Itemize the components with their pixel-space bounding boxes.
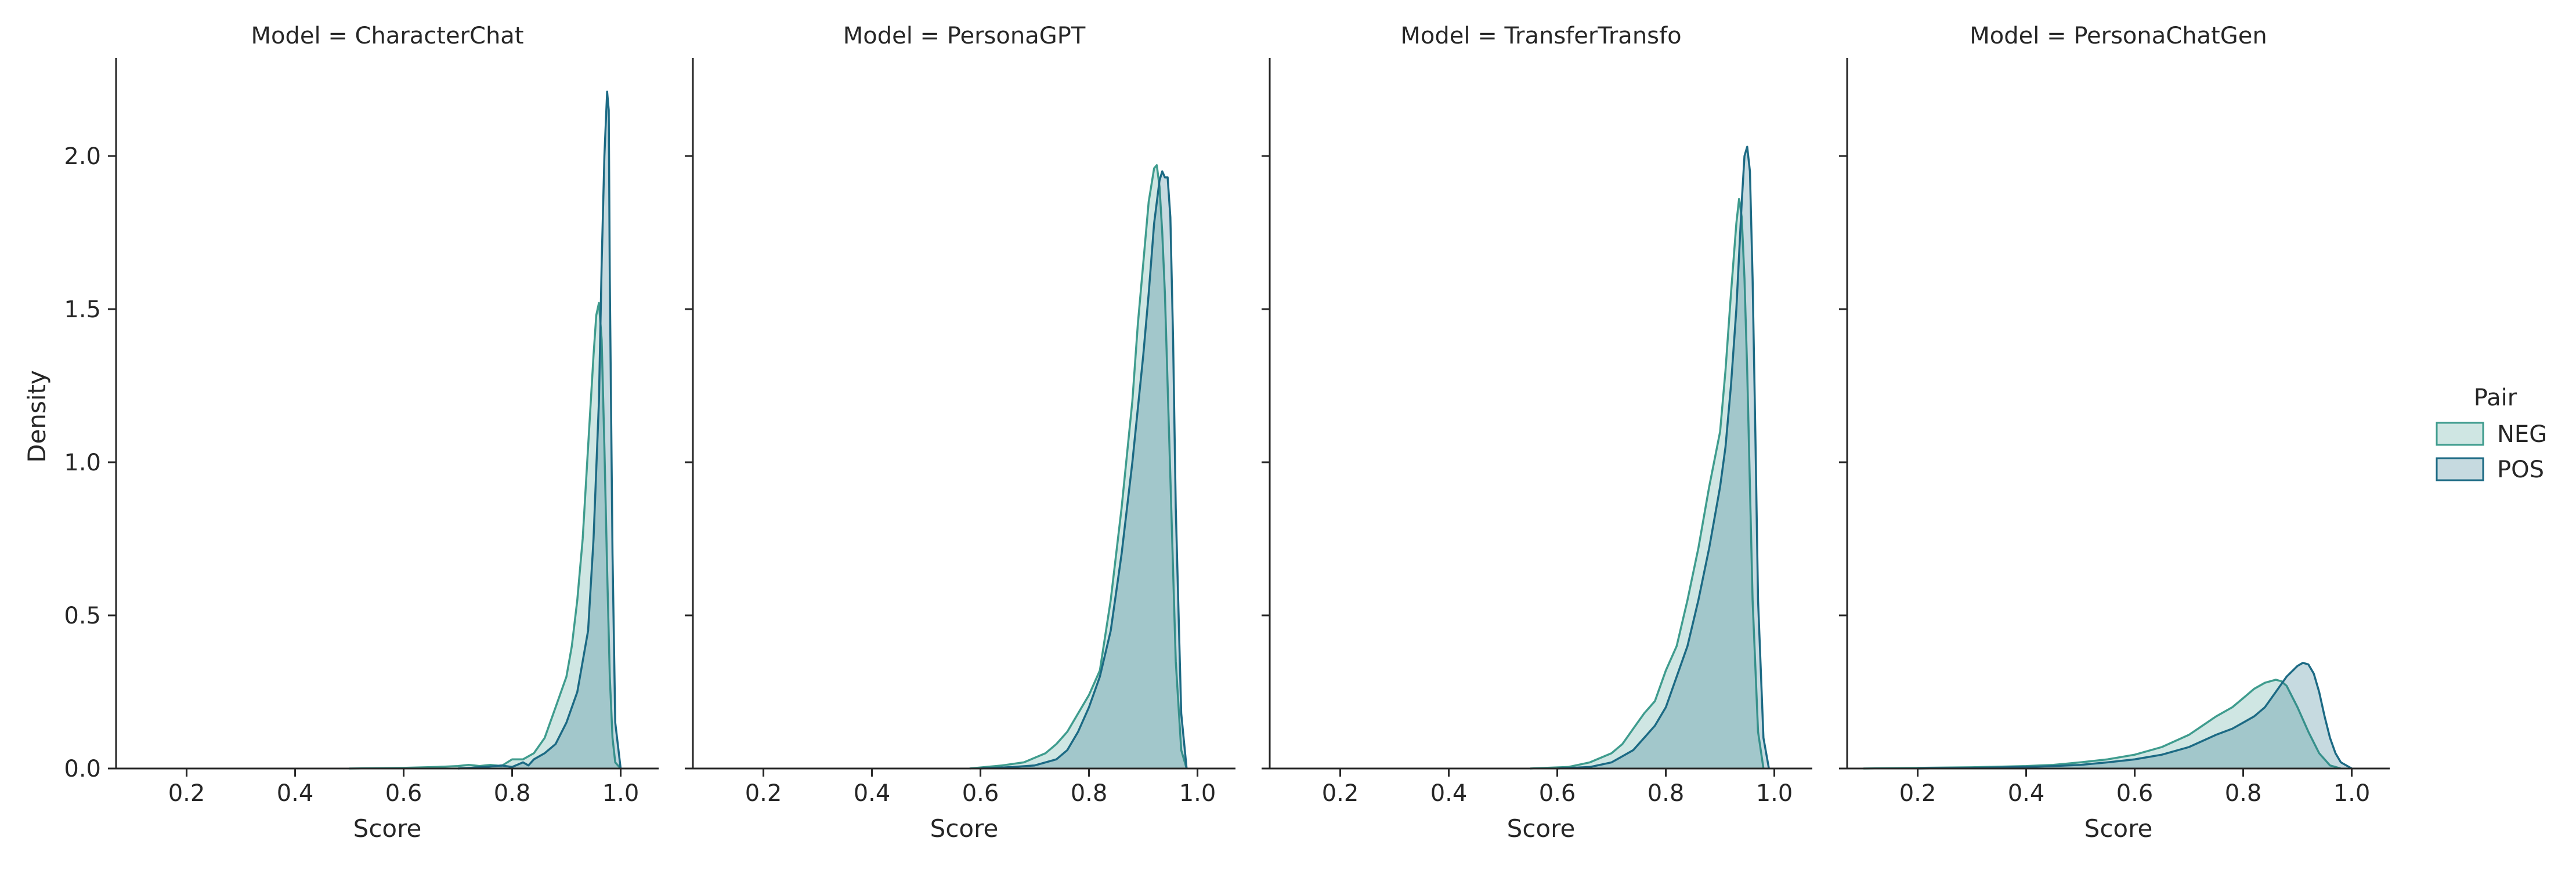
x-tick-label: 0.2 [1322,780,1359,807]
kde-line-neg [969,164,1188,770]
kde-line-pos [1557,146,1770,770]
x-tick-label: 0.2 [745,780,782,807]
kde-fill-pos [1557,147,1769,769]
legend-title: Pair [2474,385,2517,411]
kde-line-neg [1863,679,2342,770]
panel-title: Model = PersonaGPT [843,23,1086,49]
y-tick-label: 1.5 [64,296,101,323]
kde-line-neg [1530,198,1765,770]
legend-label-pos: POS [2497,456,2544,483]
panel-1: Model = CharacterChat 0.2 0.4 0.6 0.8 1.0 Scor… [64,23,659,843]
kde-line-neg [349,302,622,770]
y-tick-label: 0.5 [64,603,101,629]
x-axis-label: Score [2084,814,2153,843]
x-axis-label: Score [930,814,999,843]
x-tick-label: 0.2 [168,780,205,807]
panel-3: Model = TransferTransfo 0.2 0.4 0.6 0.8 1.0 Sc… [1262,23,1812,843]
kde-line-pos [457,90,622,770]
legend: Pair NEG POS [2436,385,2547,483]
x-tick-label: 0.2 [1899,780,1936,807]
kde-fill-neg [969,165,1187,768]
x-tick-label: 0.8 [2225,780,2262,807]
panel-2: Model = PersonaGPT 0.2 0.4 0.6 0.8 1.0 Score [685,23,1235,843]
x-tick-label: 0.4 [2008,780,2045,807]
y-tick-label: 0.0 [64,756,101,782]
facet-panels: Model = CharacterChat 0.2 0.4 0.6 0.8 1.0 Scor… [64,23,2390,843]
panel-title: Model = TransferTransfo [1400,23,1681,49]
kde-fill-neg [1863,679,2341,768]
x-tick-label: 0.8 [1648,780,1685,807]
kde-fill-neg [349,303,621,768]
x-tick-label: 0.4 [854,780,891,807]
x-tick-label: 1.0 [2333,780,2371,807]
y-axis-label: Density [23,370,51,463]
kde-fill-pos [980,171,1187,768]
x-tick-label: 0.6 [1539,780,1576,807]
y-tick-label: 2.0 [64,143,101,170]
panel-title: Model = CharacterChat [251,23,524,49]
x-axis-label: Score [1507,814,1576,843]
kde-line-pos [980,170,1188,770]
legend-swatch-neg [2436,422,2484,446]
kde-line-pos [1917,662,2353,770]
x-tick-label: 0.8 [1071,780,1108,807]
x-tick-label: 1.0 [602,780,640,807]
y-tick-label: 1.0 [64,449,101,476]
x-tick-label: 0.8 [494,780,531,807]
x-tick-label: 0.6 [962,780,999,807]
x-axis-label: Score [353,814,422,843]
x-tick-label: 1.0 [1179,780,1216,807]
x-tick-label: 0.4 [1430,780,1468,807]
kde-fill-neg [1530,198,1764,768]
x-tick-label: 0.6 [2116,780,2154,807]
x-tick-label: 1.0 [1756,780,1793,807]
x-tick-label: 0.4 [277,780,314,807]
panel-title: Model = PersonaChatGen [1970,23,2267,49]
legend-swatch-pos [2436,457,2484,481]
panel-4: Model = PersonaChatGen 0.2 0.4 0.6 0.8 1.0 Sco… [1839,23,2390,843]
x-tick-label: 0.6 [385,780,422,807]
kde-fill-pos [1917,662,2352,768]
legend-label-neg: NEG [2497,421,2547,448]
